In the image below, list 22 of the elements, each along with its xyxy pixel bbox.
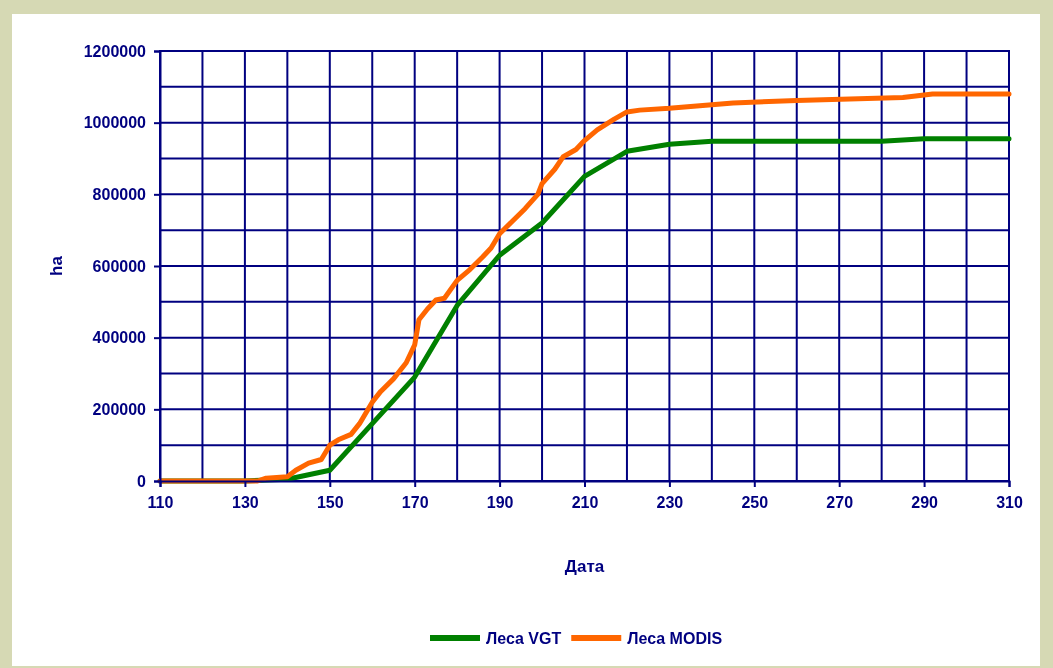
y-tick-label: 600000: [92, 257, 147, 275]
x-tick-label: 150: [316, 494, 344, 512]
x-tick-label: 170: [401, 494, 429, 512]
x-tick-label: 250: [741, 494, 769, 512]
x-tick-label: 230: [656, 494, 684, 512]
legend-label: Леса VGT: [486, 630, 562, 647]
y-tick-label: 800000: [92, 185, 147, 203]
x-tick-label: 270: [826, 494, 854, 512]
x-tick-label: 130: [232, 494, 259, 512]
x-tick-label: 290: [911, 494, 939, 512]
x-tick-label: 210: [571, 494, 599, 512]
x-axis-title: Дата: [564, 557, 605, 576]
x-tick-label: 310: [996, 494, 1023, 512]
y-tick-label: 400000: [92, 329, 147, 347]
y-axis-title: ha: [47, 255, 66, 276]
y-tick-label: 1200000: [83, 42, 147, 60]
legend-label: Леса MODIS: [627, 630, 723, 647]
y-tick-label: 200000: [92, 400, 147, 418]
y-tick-label: 1000000: [83, 114, 147, 132]
x-tick-label: 190: [486, 494, 514, 512]
y-tick-label: 0: [137, 472, 147, 490]
x-tick-label: 110: [147, 494, 174, 512]
